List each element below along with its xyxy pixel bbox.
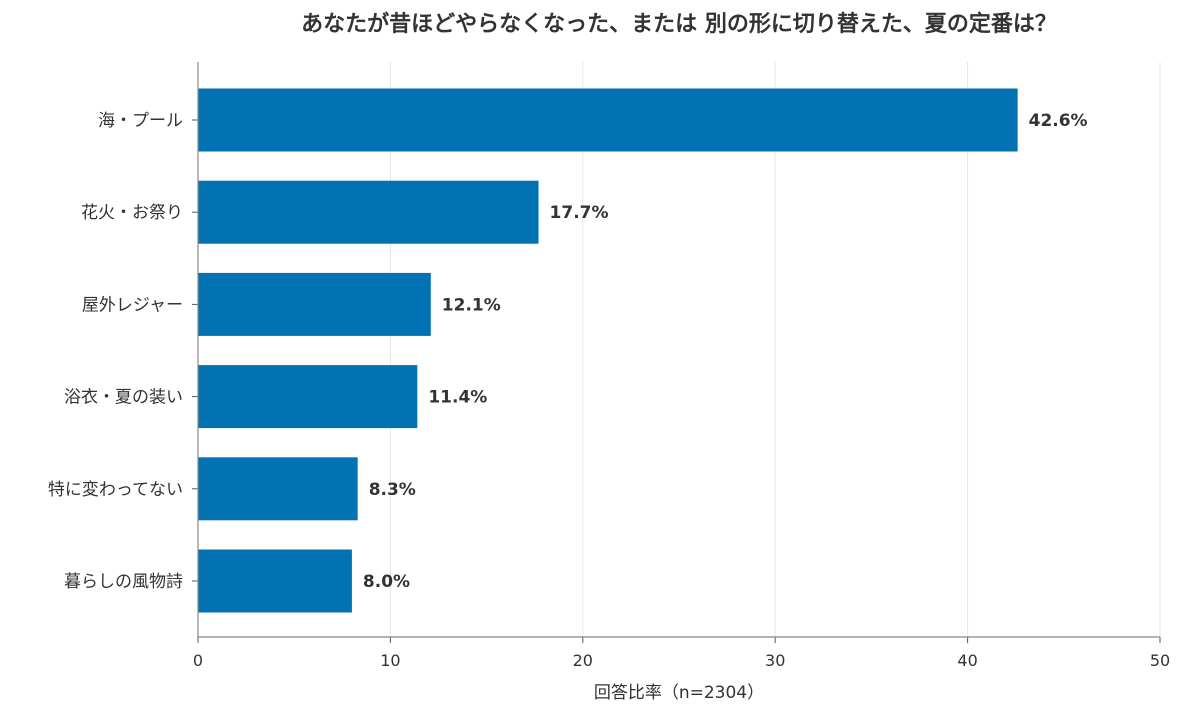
x-tick-label-10: 10 — [380, 651, 400, 670]
gridlines — [389, 62, 1161, 637]
bar-3 — [198, 365, 418, 429]
data-label-2: 12.1% — [442, 295, 501, 315]
bars — [198, 88, 1018, 613]
bar-0 — [198, 88, 1018, 152]
category-label-2: 屋外レジャー — [82, 295, 183, 315]
labels: 0 10 20 30 40 50 海・プール 42.6% 花火・お祭り 17.7% 屋外レジャー 12… — [48, 111, 1170, 670]
data-label-4: 8.3% — [369, 480, 416, 500]
x-tick-label-40: 40 — [957, 651, 977, 670]
x-tick-label-50: 50 — [1150, 651, 1170, 670]
x-tick-label-30: 30 — [765, 651, 785, 670]
data-label-3: 11.4% — [428, 388, 487, 408]
category-label-4: 特に変わってない — [48, 480, 183, 500]
x-axis-title: 回答比率（n=2304） — [594, 683, 764, 703]
bar-5 — [198, 549, 352, 613]
data-label-5: 8.0% — [363, 572, 410, 592]
bar-4 — [198, 457, 358, 521]
axes — [192, 62, 1161, 643]
category-label-0: 海・プール — [98, 111, 183, 131]
category-label-5: 暮らしの風物詩 — [64, 572, 183, 592]
x-tick-label-0: 0 — [193, 651, 203, 670]
data-label-0: 42.6% — [1029, 111, 1088, 131]
category-label-3: 浴衣・夏の装い — [64, 388, 183, 408]
x-tick-label-20: 20 — [573, 651, 593, 670]
category-label-1: 花火・お祭り — [81, 203, 183, 223]
chart-title: あなたが昔ほどやらなくなった、または 別の形に切り替えた、夏の定番は？ — [301, 12, 1057, 37]
bar-2 — [198, 272, 431, 336]
data-label-1: 17.7% — [550, 203, 609, 223]
bar-1 — [198, 180, 539, 244]
